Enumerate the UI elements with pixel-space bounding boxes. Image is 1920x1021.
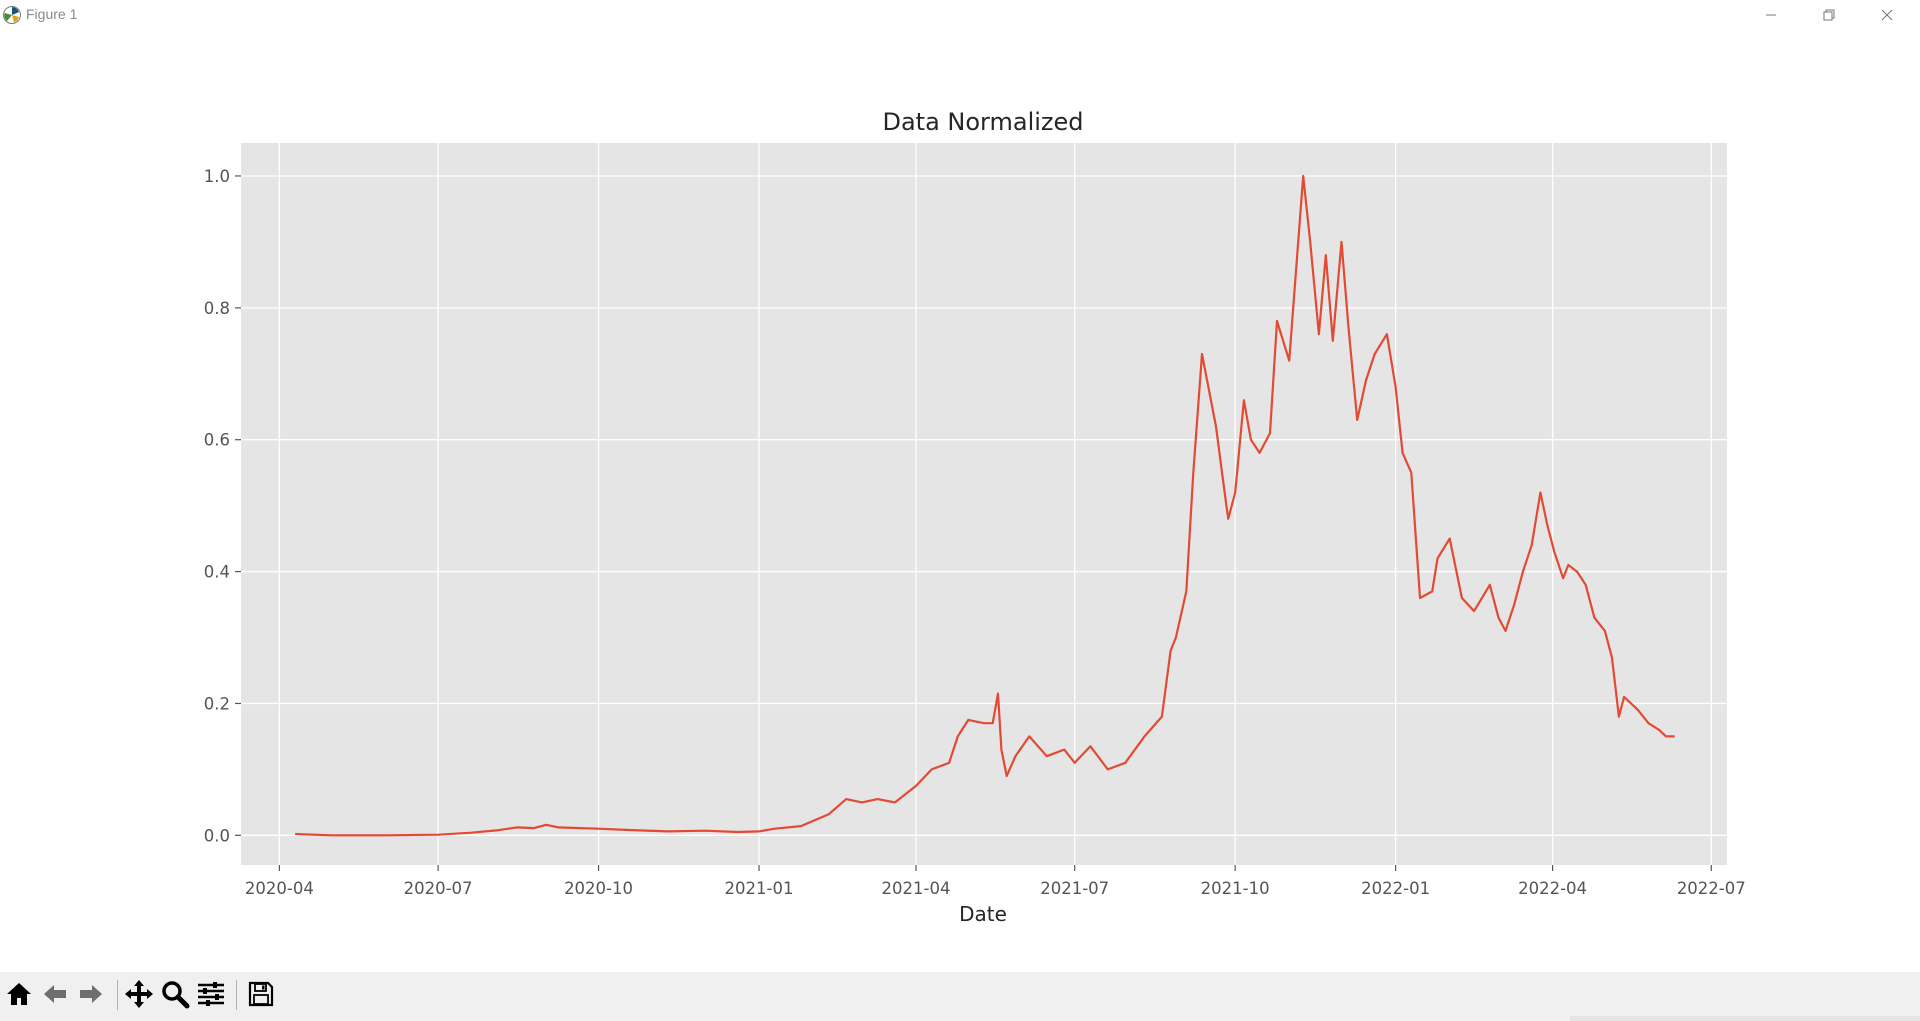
y-tick-label: 0.2 — [204, 694, 230, 713]
home-button[interactable] — [2, 976, 36, 1012]
close-button[interactable] — [1858, 0, 1916, 30]
matplotlib-icon — [3, 6, 21, 24]
x-axis-ticks: 2020-04 2020-07 2020-10 2021-01 2021-04 2021-… — [245, 865, 1746, 898]
y-tick-label: 1.0 — [204, 167, 230, 186]
x-tick-label: 2020-07 — [404, 879, 473, 898]
restore-icon — [1823, 9, 1835, 21]
x-tick-label: 2021-04 — [882, 879, 951, 898]
maximize-button[interactable] — [1800, 0, 1858, 30]
close-icon — [1881, 9, 1893, 21]
figure-canvas[interactable]: 2020-04 2020-07 2020-10 2021-01 2021-04 2021-… — [0, 30, 1920, 972]
home-icon — [7, 983, 31, 1005]
x-tick-label: 2021-07 — [1040, 879, 1109, 898]
magnifier-icon — [162, 981, 190, 1009]
y-axis-ticks: 0.0 0.2 0.4 0.6 0.8 1.0 — [204, 167, 241, 845]
x-tick-label: 2022-01 — [1361, 879, 1430, 898]
configure-subplots-button[interactable] — [194, 976, 228, 1012]
window-titlebar: Figure 1 — [0, 0, 1920, 30]
grid-lines — [241, 143, 1727, 865]
y-tick-label: 0.4 — [204, 563, 230, 582]
minimize-icon — [1766, 14, 1776, 16]
save-button[interactable] — [244, 976, 278, 1012]
x-tick-label: 2022-04 — [1518, 879, 1587, 898]
chart-title: Data Normalized — [882, 108, 1083, 136]
window-title: Figure 1 — [26, 6, 78, 22]
arrow-right-icon — [80, 985, 102, 1003]
y-tick-label: 0.8 — [204, 299, 230, 318]
sliders-icon — [198, 982, 224, 1006]
navigation-toolbar — [0, 972, 1920, 1021]
floppy-disk-icon — [248, 981, 274, 1007]
y-tick-label: 0.6 — [204, 431, 230, 450]
back-button[interactable] — [38, 976, 72, 1012]
minimize-button[interactable] — [1742, 0, 1800, 30]
x-tick-label: 2022-07 — [1677, 879, 1746, 898]
line-chart: 2020-04 2020-07 2020-10 2021-01 2021-04 2021-… — [204, 108, 1746, 926]
series-line — [295, 174, 1675, 837]
toolbar-separator — [117, 980, 118, 1010]
x-tick-label: 2021-01 — [725, 879, 794, 898]
x-tick-label: 2021-10 — [1201, 879, 1270, 898]
forward-button[interactable] — [74, 976, 108, 1012]
pan-button[interactable] — [122, 976, 156, 1012]
move-icon — [125, 980, 153, 1008]
x-tick-label: 2020-10 — [564, 879, 633, 898]
arrow-left-icon — [44, 985, 66, 1003]
toolbar-separator — [236, 980, 237, 1010]
zoom-button[interactable] — [158, 976, 192, 1012]
plot-area — [241, 143, 1727, 865]
x-axis-label: Date — [959, 902, 1007, 926]
y-tick-label: 0.0 — [204, 826, 230, 845]
x-tick-label: 2020-04 — [245, 879, 314, 898]
status-bar — [1570, 1016, 1920, 1021]
